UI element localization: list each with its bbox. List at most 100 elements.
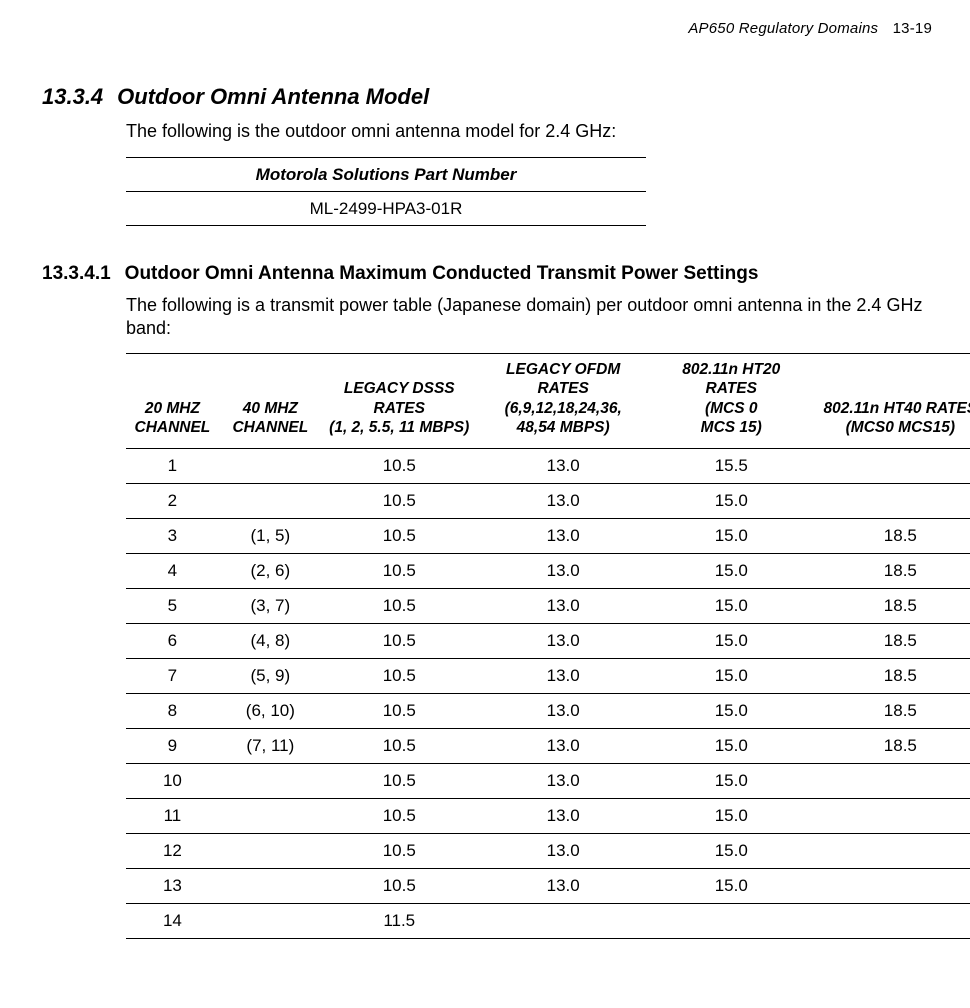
col-header-dsss: LEGACY DSSS RATES (1, 2, 5.5, 11 MBPS) <box>322 354 477 449</box>
cell-ch20: 1 <box>126 448 219 483</box>
cell-ht20: 15.0 <box>650 693 813 728</box>
table-row: 11 10.513.015.0 <box>126 798 970 833</box>
running-header: AP650 Regulatory Domains 13-19 <box>42 20 932 39</box>
cell-ht40: 18.5 <box>813 588 970 623</box>
cell-dsss: 10.5 <box>322 763 477 798</box>
table-row: 7(5, 9)10.513.015.018.5 <box>126 658 970 693</box>
cell-ofdm: 13.0 <box>477 553 650 588</box>
table-row: 13 10.513.015.0 <box>126 868 970 903</box>
page-number: 13-19 <box>893 20 932 37</box>
cell-dsss: 10.5 <box>322 553 477 588</box>
table-row: 8(6, 10)10.513.015.018.5 <box>126 693 970 728</box>
cell-dsss: 10.5 <box>322 728 477 763</box>
cell-dsss: 10.5 <box>322 518 477 553</box>
subsection-title: Outdoor Omni Antenna Maximum Conducted T… <box>125 262 759 286</box>
cell-ofdm: 13.0 <box>477 868 650 903</box>
cell-dsss: 10.5 <box>322 658 477 693</box>
col-header-40mhz: 40 MHZ CHANNEL <box>219 354 322 449</box>
col-header-20mhz: 20 MHZ CHANNEL <box>126 354 219 449</box>
cell-ht40: 18.5 <box>813 518 970 553</box>
cell-ht20 <box>650 903 813 938</box>
cell-ofdm: 13.0 <box>477 763 650 798</box>
part-table-value: ML-2499-HPA3-01R <box>126 192 646 226</box>
cell-ht20: 15.0 <box>650 623 813 658</box>
cell-ht40 <box>813 868 970 903</box>
cell-ofdm: 13.0 <box>477 588 650 623</box>
cell-ofdm: 13.0 <box>477 658 650 693</box>
cell-ofdm: 13.0 <box>477 728 650 763</box>
section-title: Outdoor Omni Antenna Model <box>117 83 429 111</box>
cell-ch20: 11 <box>126 798 219 833</box>
cell-dsss: 10.5 <box>322 833 477 868</box>
cell-ht20: 15.0 <box>650 658 813 693</box>
cell-ch40: (6, 10) <box>219 693 322 728</box>
cell-ht20: 15.0 <box>650 833 813 868</box>
cell-dsss: 10.5 <box>322 448 477 483</box>
cell-ht40 <box>813 903 970 938</box>
cell-dsss: 10.5 <box>322 693 477 728</box>
cell-ht40: 18.5 <box>813 728 970 763</box>
table-row: 3(1, 5)10.513.015.018.5 <box>126 518 970 553</box>
cell-ch20: 12 <box>126 833 219 868</box>
section-intro: The following is the outdoor omni antenn… <box>126 120 932 143</box>
table-row: 14 11.5 <box>126 903 970 938</box>
col-header-ht40: 802.11n HT40 RATES (MCS0 MCS15) <box>813 354 970 449</box>
col-header-ht20: 802.11n HT20 RATES (MCS 0 MCS 15) <box>650 354 813 449</box>
cell-ch40 <box>219 763 322 798</box>
cell-ht20: 15.0 <box>650 483 813 518</box>
cell-ch40 <box>219 833 322 868</box>
cell-ofdm: 13.0 <box>477 483 650 518</box>
cell-ch40: (4, 8) <box>219 623 322 658</box>
col-header-ofdm: LEGACY OFDM RATES (6,9,12,18,24,36, 48,5… <box>477 354 650 449</box>
cell-ht20: 15.0 <box>650 868 813 903</box>
subsection-number: 13.3.4.1 <box>42 262 111 286</box>
cell-ch40 <box>219 483 322 518</box>
part-number-table: Motorola Solutions Part Number ML-2499-H… <box>126 157 646 227</box>
table-row: 9(7, 11)10.513.015.018.5 <box>126 728 970 763</box>
table-row: 2 10.513.015.0 <box>126 483 970 518</box>
cell-ht40 <box>813 763 970 798</box>
cell-ht20: 15.5 <box>650 448 813 483</box>
cell-ch40 <box>219 868 322 903</box>
table-row: 4(2, 6)10.513.015.018.5 <box>126 553 970 588</box>
cell-ofdm: 13.0 <box>477 693 650 728</box>
cell-ch40: (7, 11) <box>219 728 322 763</box>
cell-ht40: 18.5 <box>813 693 970 728</box>
cell-ht20: 15.0 <box>650 763 813 798</box>
cell-ht20: 15.0 <box>650 728 813 763</box>
cell-ht20: 15.0 <box>650 553 813 588</box>
cell-ht40: 18.5 <box>813 658 970 693</box>
cell-dsss: 10.5 <box>322 798 477 833</box>
cell-ht40 <box>813 798 970 833</box>
cell-ofdm: 13.0 <box>477 518 650 553</box>
cell-dsss: 10.5 <box>322 868 477 903</box>
cell-dsss: 10.5 <box>322 623 477 658</box>
section-heading: 13.3.4 Outdoor Omni Antenna Model <box>42 83 932 111</box>
part-table-header: Motorola Solutions Part Number <box>126 157 646 191</box>
cell-ofdm <box>477 903 650 938</box>
cell-ch40 <box>219 903 322 938</box>
cell-ht40: 18.5 <box>813 623 970 658</box>
cell-ofdm: 13.0 <box>477 798 650 833</box>
running-title: AP650 Regulatory Domains <box>688 20 878 37</box>
table-row: 5(3, 7)10.513.015.018.5 <box>126 588 970 623</box>
section-number: 13.3.4 <box>42 83 103 111</box>
table-row: 6(4, 8)10.513.015.018.5 <box>126 623 970 658</box>
cell-ch20: 13 <box>126 868 219 903</box>
cell-ch20: 5 <box>126 588 219 623</box>
cell-ht20: 15.0 <box>650 518 813 553</box>
cell-ht40: 18.5 <box>813 553 970 588</box>
cell-ch20: 6 <box>126 623 219 658</box>
cell-ch40: (3, 7) <box>219 588 322 623</box>
cell-ch20: 14 <box>126 903 219 938</box>
table-row: 12 10.513.015.0 <box>126 833 970 868</box>
cell-ch40 <box>219 448 322 483</box>
cell-ch20: 2 <box>126 483 219 518</box>
cell-ofdm: 13.0 <box>477 833 650 868</box>
cell-ch20: 3 <box>126 518 219 553</box>
cell-ch20: 4 <box>126 553 219 588</box>
cell-ch20: 8 <box>126 693 219 728</box>
cell-ht20: 15.0 <box>650 798 813 833</box>
cell-dsss: 11.5 <box>322 903 477 938</box>
cell-dsss: 10.5 <box>322 483 477 518</box>
